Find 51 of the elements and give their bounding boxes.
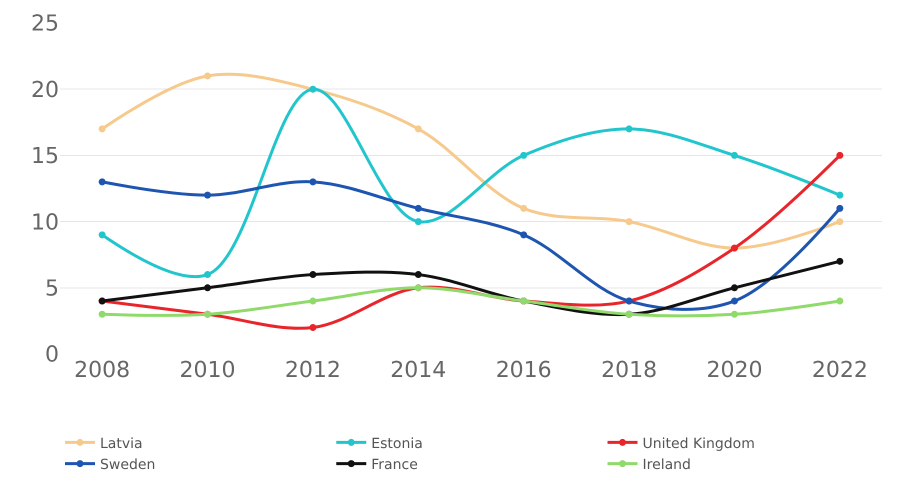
- point: [836, 204, 844, 212]
- x-tick-label: 2010: [180, 358, 236, 383]
- point: [836, 152, 844, 159]
- point: [414, 125, 422, 132]
- point: [414, 218, 422, 226]
- point: [98, 231, 106, 238]
- y-tick-label: 20: [31, 78, 59, 103]
- point: [414, 271, 422, 278]
- point: [204, 192, 212, 199]
- point: [730, 310, 738, 318]
- point: [309, 271, 316, 278]
- point: [730, 284, 738, 292]
- point: [836, 218, 844, 226]
- x-tick-label: 2016: [496, 358, 552, 383]
- legend-label: Ireland: [642, 457, 691, 474]
- point: [626, 218, 633, 226]
- y-tick-label: 10: [31, 210, 59, 236]
- x-tick-label: 2008: [74, 358, 130, 383]
- point: [520, 204, 528, 212]
- point: [414, 204, 422, 212]
- point: [309, 178, 316, 186]
- point: [204, 284, 212, 292]
- point: [730, 298, 738, 305]
- x-tick-label: 2018: [601, 358, 658, 383]
- legend-label: Sweden: [100, 457, 156, 474]
- legend-label: United Kingdom: [642, 436, 755, 452]
- point: [520, 152, 528, 159]
- point: [836, 298, 844, 305]
- point: [836, 192, 844, 199]
- x-tick-label: 2020: [706, 358, 762, 383]
- y-tick-label: 5: [45, 276, 59, 302]
- x-tick-label: 2012: [284, 358, 341, 383]
- point: [98, 310, 106, 318]
- legend-label: Estonia: [371, 436, 423, 452]
- y-tick-label: 25: [31, 12, 59, 37]
- point: [520, 231, 528, 238]
- point: [309, 298, 316, 305]
- y-tick-label: 15: [31, 144, 59, 170]
- x-tick-label: 2022: [812, 358, 868, 383]
- point: [626, 125, 633, 132]
- legend-label: France: [371, 457, 418, 474]
- y-tick-label: 0: [45, 342, 59, 368]
- point: [98, 178, 106, 186]
- point: [204, 271, 212, 278]
- x-tick-label: 2014: [390, 358, 446, 383]
- point: [836, 258, 844, 265]
- point: [730, 152, 738, 159]
- legend-label: Latvia: [100, 436, 143, 452]
- point: [98, 125, 106, 132]
- point: [204, 72, 212, 80]
- point: [309, 324, 316, 332]
